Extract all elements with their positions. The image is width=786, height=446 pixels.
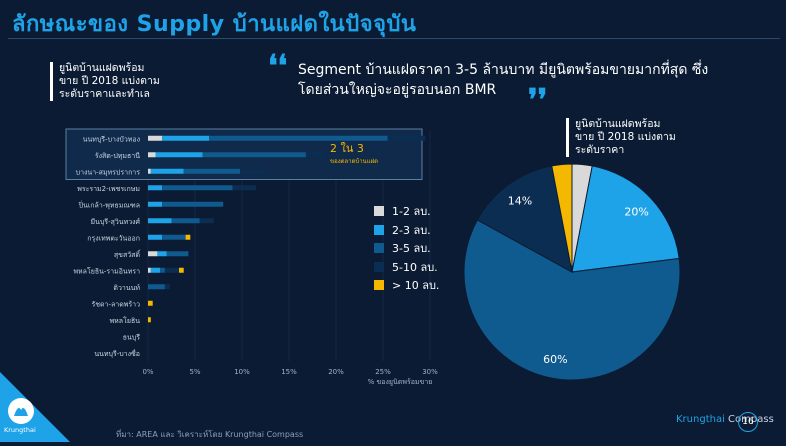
legend-swatch bbox=[374, 280, 384, 291]
legend-label: 1-2 ลบ. bbox=[392, 205, 431, 219]
legend-label: 3-5 ลบ. bbox=[392, 242, 431, 256]
bar-segment bbox=[148, 201, 163, 207]
note-line: ระดับราคา bbox=[575, 144, 625, 156]
legend-item: 5-10 ลบ. bbox=[374, 258, 439, 277]
bar-segment bbox=[148, 218, 172, 224]
bar-segment bbox=[150, 168, 184, 174]
category-label: พระราม2-เพชรเกษม bbox=[77, 185, 140, 193]
close-quote-icon: ❜❜ bbox=[528, 83, 548, 118]
krungthai-logo-icon bbox=[8, 398, 34, 424]
x-tick-label: 20% bbox=[328, 368, 344, 376]
x-tick-label: 10% bbox=[234, 368, 250, 376]
bar-segment bbox=[148, 234, 163, 240]
bar-segment bbox=[240, 168, 264, 174]
category-label: มีนบุรี-สุวินทวงศ์ bbox=[90, 218, 140, 226]
x-tick-label: 5% bbox=[189, 368, 200, 376]
bar-segment bbox=[148, 317, 151, 323]
bar-segment bbox=[202, 152, 306, 158]
bar-segment bbox=[155, 152, 203, 158]
legend-item: > 10 ลบ. bbox=[374, 276, 439, 295]
x-tick-label: 0% bbox=[142, 368, 153, 376]
highlight-label: 2 ใน 3 bbox=[330, 142, 364, 155]
legend-swatch bbox=[374, 261, 384, 272]
legend-item: 3-5 ลบ. bbox=[374, 239, 439, 258]
category-label: ปิ่นเกล้า-พุทธมณฑล bbox=[78, 200, 140, 209]
category-label: สุขสวัสดิ์ bbox=[114, 249, 141, 259]
bar-segment bbox=[164, 284, 170, 290]
legend-label: 2-3 ลบ. bbox=[392, 223, 431, 237]
bar-segment bbox=[148, 185, 163, 191]
legend-swatch bbox=[374, 243, 384, 254]
x-tick-label: 25% bbox=[375, 368, 391, 376]
x-tick-label: 15% bbox=[281, 368, 297, 376]
note-line: ยูนิตบ้านแฝดพร้อม bbox=[575, 118, 661, 130]
bar-segment bbox=[305, 152, 325, 158]
category-label: พหลโยธิน-รามอินทรา bbox=[73, 266, 140, 275]
bar-segment bbox=[171, 218, 200, 224]
category-label: ธนบุรี bbox=[123, 333, 141, 341]
legend-item: 2-3 ลบ. bbox=[374, 221, 439, 240]
legend-label: > 10 ลบ. bbox=[392, 279, 440, 293]
logo-wordmark: Krungthai bbox=[4, 426, 36, 434]
legend-swatch bbox=[374, 206, 384, 217]
bar-segment bbox=[160, 267, 165, 273]
category-label: รังสิต-ปทุมธานี bbox=[95, 152, 140, 160]
bar-segment bbox=[166, 251, 189, 257]
bar-segment bbox=[179, 267, 184, 273]
bar-segment bbox=[148, 251, 158, 257]
note-line: ขาย ปี 2018 แบ่งตาม bbox=[59, 75, 160, 87]
x-axis-label: % ของยูนิตพร้อมขาย bbox=[368, 378, 433, 386]
bar-segment bbox=[162, 135, 210, 141]
category-label: ติวานนท์ bbox=[113, 284, 140, 292]
brand-name: Krungthai Compass bbox=[676, 414, 774, 425]
x-tick-label: 30% bbox=[422, 368, 438, 376]
bar-segment bbox=[209, 135, 388, 141]
note-line: ขาย ปี 2018 แบ่งตาม bbox=[575, 131, 676, 143]
bar-segment bbox=[162, 185, 233, 191]
bar-segment bbox=[185, 234, 191, 240]
note-line: ระดับราคาและทำเล bbox=[59, 88, 150, 100]
bar-segment bbox=[183, 168, 241, 174]
category-label: นนทบุรี-บางบัวทอง bbox=[83, 135, 140, 143]
bar-segment bbox=[232, 185, 257, 191]
page-title: ลักษณะของ Supply บ้านแฝดในปัจจุบัน bbox=[12, 12, 417, 37]
brand-name-a: Krungthai bbox=[676, 414, 725, 425]
bar-segment bbox=[148, 284, 165, 290]
bar-segment bbox=[148, 135, 163, 141]
bar-segment bbox=[157, 251, 167, 257]
bar-segment bbox=[387, 135, 426, 141]
corner-decoration bbox=[0, 372, 70, 446]
pie-chart-note: ยูนิตบ้านแฝดพร้อม ขาย ปี 2018 แบ่งตาม ระ… bbox=[566, 118, 676, 157]
bar-segment bbox=[162, 201, 224, 207]
bar-segment bbox=[148, 168, 151, 174]
open-quote-icon: ❛❛ bbox=[268, 49, 288, 84]
category-label: นนทบุรี-บางซื่อ bbox=[94, 349, 140, 358]
bar-segment bbox=[148, 300, 153, 306]
category-label: กรุงเทพตะวันออก bbox=[87, 234, 140, 242]
bar-segment bbox=[148, 267, 151, 273]
key-insight-quote: Segment บ้านแฝดราคา 3-5 ล้านบาท มียูนิตพ… bbox=[298, 62, 709, 98]
legend: 1-2 ลบ. 2-3 ลบ. 3-5 ลบ. 5-10 ลบ. > 10 ลบ. bbox=[374, 202, 439, 295]
category-label: บางนา-สมุทรปราการ bbox=[76, 168, 141, 176]
bar-segment bbox=[150, 267, 161, 273]
source-note: ที่มา: AREA และ วิเคราะห์โดย Krungthai C… bbox=[116, 430, 304, 439]
bar-chart-note: ยูนิตบ้านแฝดพร้อม ขาย ปี 2018 แบ่งตาม ระ… bbox=[50, 62, 160, 101]
bar-segment bbox=[164, 267, 180, 273]
legend-item: 1-2 ลบ. bbox=[374, 202, 439, 221]
legend-swatch bbox=[374, 224, 384, 235]
bar-segment bbox=[199, 218, 214, 224]
category-label: พหลโยธิน bbox=[110, 316, 141, 325]
bar-segment bbox=[162, 234, 186, 240]
legend-label: 5-10 ลบ. bbox=[392, 260, 438, 274]
page-number: 16 bbox=[738, 412, 758, 432]
note-line: ยูนิตบ้านแฝดพร้อม bbox=[59, 62, 145, 74]
bar-segment bbox=[148, 152, 156, 158]
highlight-sublabel: ของตลาดบ้านแฝด bbox=[330, 158, 378, 165]
title-divider bbox=[8, 38, 780, 39]
category-label: รัชดา-ลาดพร้าว bbox=[91, 300, 140, 308]
